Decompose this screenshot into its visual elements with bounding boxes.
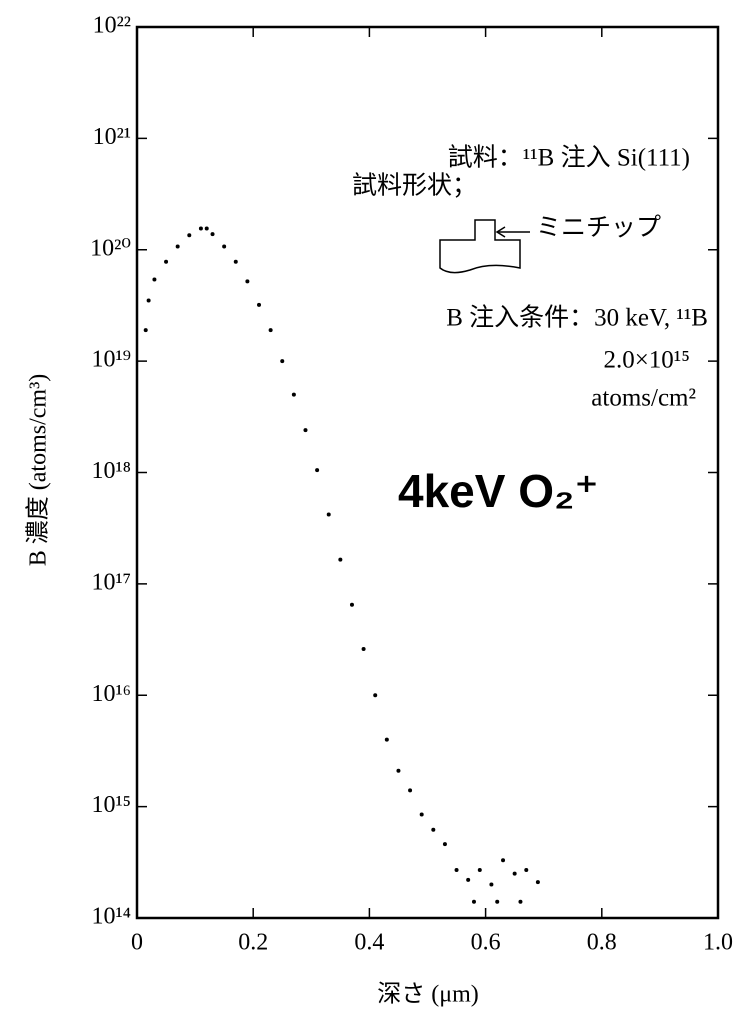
y-tick-label: 10¹⁷ — [91, 569, 131, 595]
y-tick-label: 10²² — [93, 13, 131, 39]
data-point — [477, 867, 482, 872]
data-point — [291, 392, 296, 397]
data-point — [442, 842, 447, 847]
data-point — [175, 244, 180, 249]
data-point — [268, 328, 273, 333]
annotation: 4keV O₂⁺ — [398, 465, 599, 517]
annotation: ミニチップ — [536, 214, 661, 242]
data-point — [315, 468, 320, 473]
y-axis-label: B 濃度 (atoms/cm³) — [25, 374, 52, 567]
data-point — [280, 359, 285, 364]
data-point — [384, 737, 389, 742]
y-tick-label: 10²¹ — [93, 124, 131, 150]
annotation: atoms/cm² — [591, 385, 696, 412]
y-tick-label: 10¹⁵ — [91, 792, 131, 818]
x-tick-label: 0.4 — [354, 930, 384, 956]
data-point — [396, 768, 401, 773]
data-point — [187, 233, 192, 238]
annotation: 2.0×10¹⁵ — [603, 347, 690, 374]
data-point — [512, 871, 517, 876]
data-point — [257, 302, 262, 307]
data-point — [501, 858, 506, 863]
data-point — [210, 232, 215, 237]
data-point — [152, 277, 157, 282]
x-tick-label: 0.8 — [587, 930, 617, 956]
data-point — [471, 899, 476, 904]
data-point — [146, 298, 151, 303]
x-tick-label: 1.0 — [703, 930, 733, 956]
annotation: 試料形状； — [352, 172, 477, 200]
data-point — [518, 899, 523, 904]
annotation: 試料：¹¹B 注入 Si(111) — [448, 144, 690, 172]
y-tick-label: 10¹⁴ — [91, 904, 131, 930]
data-point — [419, 812, 424, 817]
data-point — [466, 877, 471, 882]
data-point — [143, 328, 148, 333]
y-tick-label: 10²⁰ — [90, 235, 131, 261]
data-point — [222, 244, 227, 249]
data-point — [408, 788, 413, 793]
data-point — [454, 867, 459, 872]
data-point — [326, 512, 331, 517]
data-point — [361, 647, 366, 652]
y-tick-label: 10¹⁹ — [91, 347, 131, 373]
data-point — [373, 693, 378, 698]
y-tick-label: 10¹⁸ — [91, 458, 131, 484]
data-point — [233, 259, 238, 264]
x-axis-label: 深さ (μm) — [377, 981, 479, 1008]
data-point — [349, 602, 354, 607]
data-point — [164, 259, 169, 264]
data-point — [204, 226, 209, 231]
x-tick-label: 0.2 — [238, 930, 268, 956]
data-point — [524, 867, 529, 872]
data-point — [245, 279, 250, 284]
data-point — [535, 880, 540, 885]
data-point — [303, 428, 308, 433]
data-point — [431, 827, 436, 832]
x-tick-label: 0 — [131, 930, 143, 956]
y-tick-label: 10¹⁶ — [91, 681, 131, 707]
mini-chip-icon — [439, 219, 530, 274]
data-point — [198, 226, 203, 231]
data-point — [489, 882, 494, 887]
data-point — [338, 557, 343, 562]
annotation: B 注入条件：30 keV, ¹¹B — [446, 304, 708, 332]
x-tick-label: 0.6 — [471, 930, 501, 956]
data-point — [495, 899, 500, 904]
